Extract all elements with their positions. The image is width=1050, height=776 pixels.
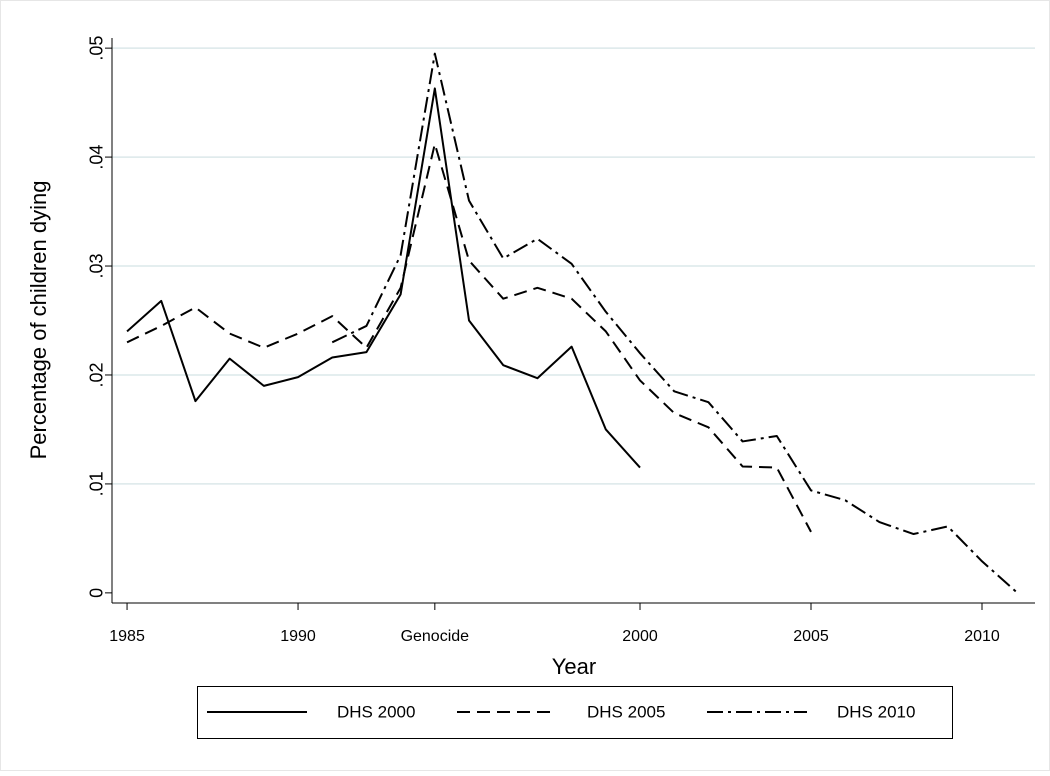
y-tick-label: .03 <box>87 254 107 279</box>
legend-box <box>197 686 953 739</box>
series-line <box>331 52 1017 593</box>
legend-label: DHS 2000 <box>337 702 415 721</box>
x-tick-label: 2000 <box>622 628 658 645</box>
legend-label: DHS 2010 <box>837 702 915 721</box>
series-line <box>126 143 812 533</box>
y-tick-label: .04 <box>87 145 107 170</box>
x-axis-label: Year <box>552 654 596 679</box>
series-line <box>126 87 641 469</box>
y-axis-label: Percentage of children dying <box>26 181 51 460</box>
x-tick-label: 2010 <box>964 628 1000 645</box>
y-tick-label: .05 <box>87 36 107 61</box>
x-tick-label: 2005 <box>793 628 829 645</box>
x-tick-label: Genocide <box>401 628 470 645</box>
y-tick-label: 0 <box>87 588 107 598</box>
x-tick-label: 1990 <box>280 628 316 645</box>
legend-label: DHS 2005 <box>587 702 665 721</box>
y-tick-label: .02 <box>87 362 107 387</box>
x-tick-label: 1985 <box>109 628 145 645</box>
y-tick-label: .01 <box>87 471 107 496</box>
